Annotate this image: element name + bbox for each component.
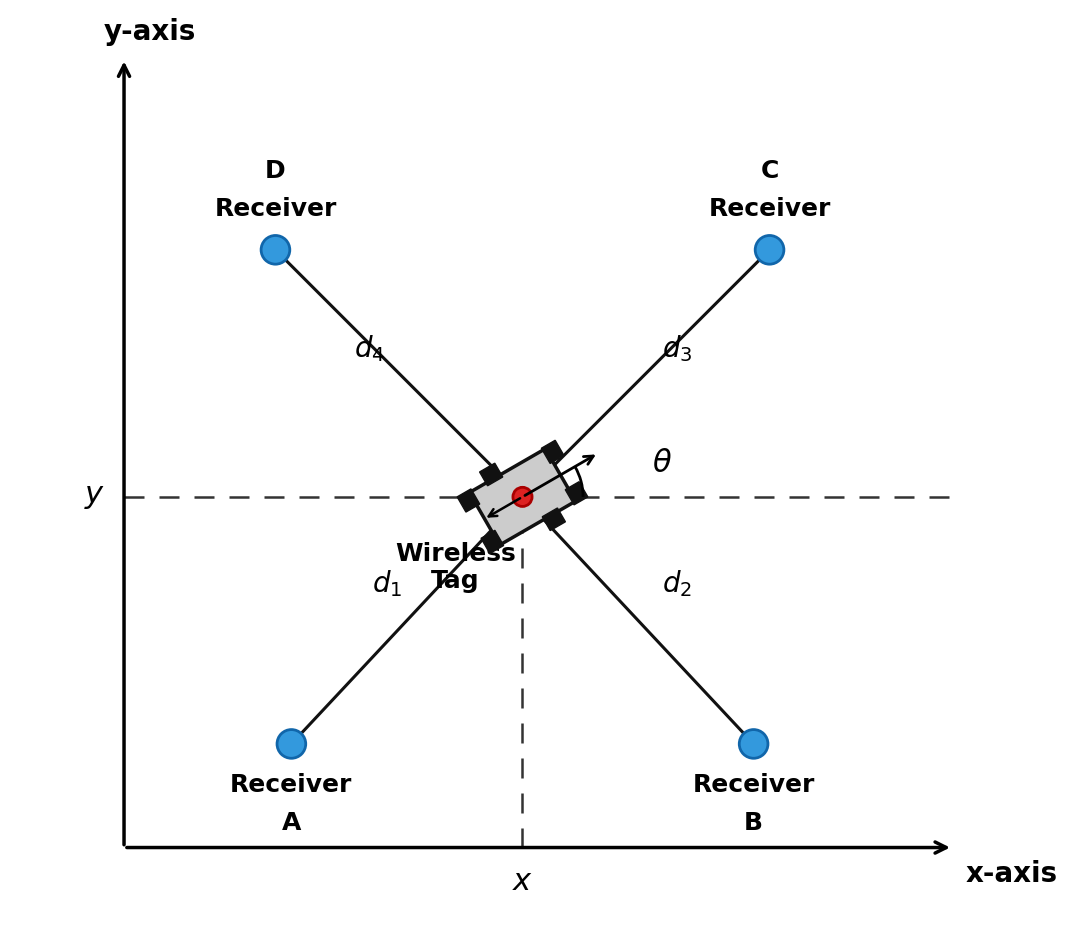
Polygon shape bbox=[457, 489, 480, 512]
Text: C: C bbox=[760, 159, 778, 183]
Text: y-axis: y-axis bbox=[104, 18, 196, 46]
Text: B: B bbox=[744, 811, 763, 835]
Polygon shape bbox=[543, 508, 565, 530]
Text: $\theta$: $\theta$ bbox=[652, 448, 671, 478]
Text: $y$: $y$ bbox=[83, 483, 105, 512]
Polygon shape bbox=[480, 463, 503, 485]
Text: Receiver: Receiver bbox=[214, 197, 336, 221]
Text: Wireless
Tag: Wireless Tag bbox=[396, 541, 516, 593]
Text: Receiver: Receiver bbox=[693, 773, 815, 797]
Text: D: D bbox=[265, 159, 285, 183]
Text: $d_1$: $d_1$ bbox=[372, 567, 402, 599]
Text: $x$: $x$ bbox=[512, 867, 533, 896]
Circle shape bbox=[739, 729, 768, 758]
Circle shape bbox=[756, 235, 784, 264]
Circle shape bbox=[262, 235, 290, 264]
Circle shape bbox=[513, 487, 532, 507]
Text: A: A bbox=[282, 811, 302, 835]
Text: $d_3$: $d_3$ bbox=[662, 334, 693, 365]
Polygon shape bbox=[542, 440, 564, 463]
Text: x-axis: x-axis bbox=[965, 860, 1057, 888]
Text: Receiver: Receiver bbox=[708, 197, 830, 221]
Text: $d_2$: $d_2$ bbox=[662, 567, 692, 599]
Text: $d_4$: $d_4$ bbox=[355, 334, 385, 365]
Polygon shape bbox=[481, 530, 504, 553]
Polygon shape bbox=[565, 482, 588, 505]
Circle shape bbox=[277, 729, 306, 758]
Text: Receiver: Receiver bbox=[230, 773, 352, 797]
Polygon shape bbox=[469, 449, 575, 545]
